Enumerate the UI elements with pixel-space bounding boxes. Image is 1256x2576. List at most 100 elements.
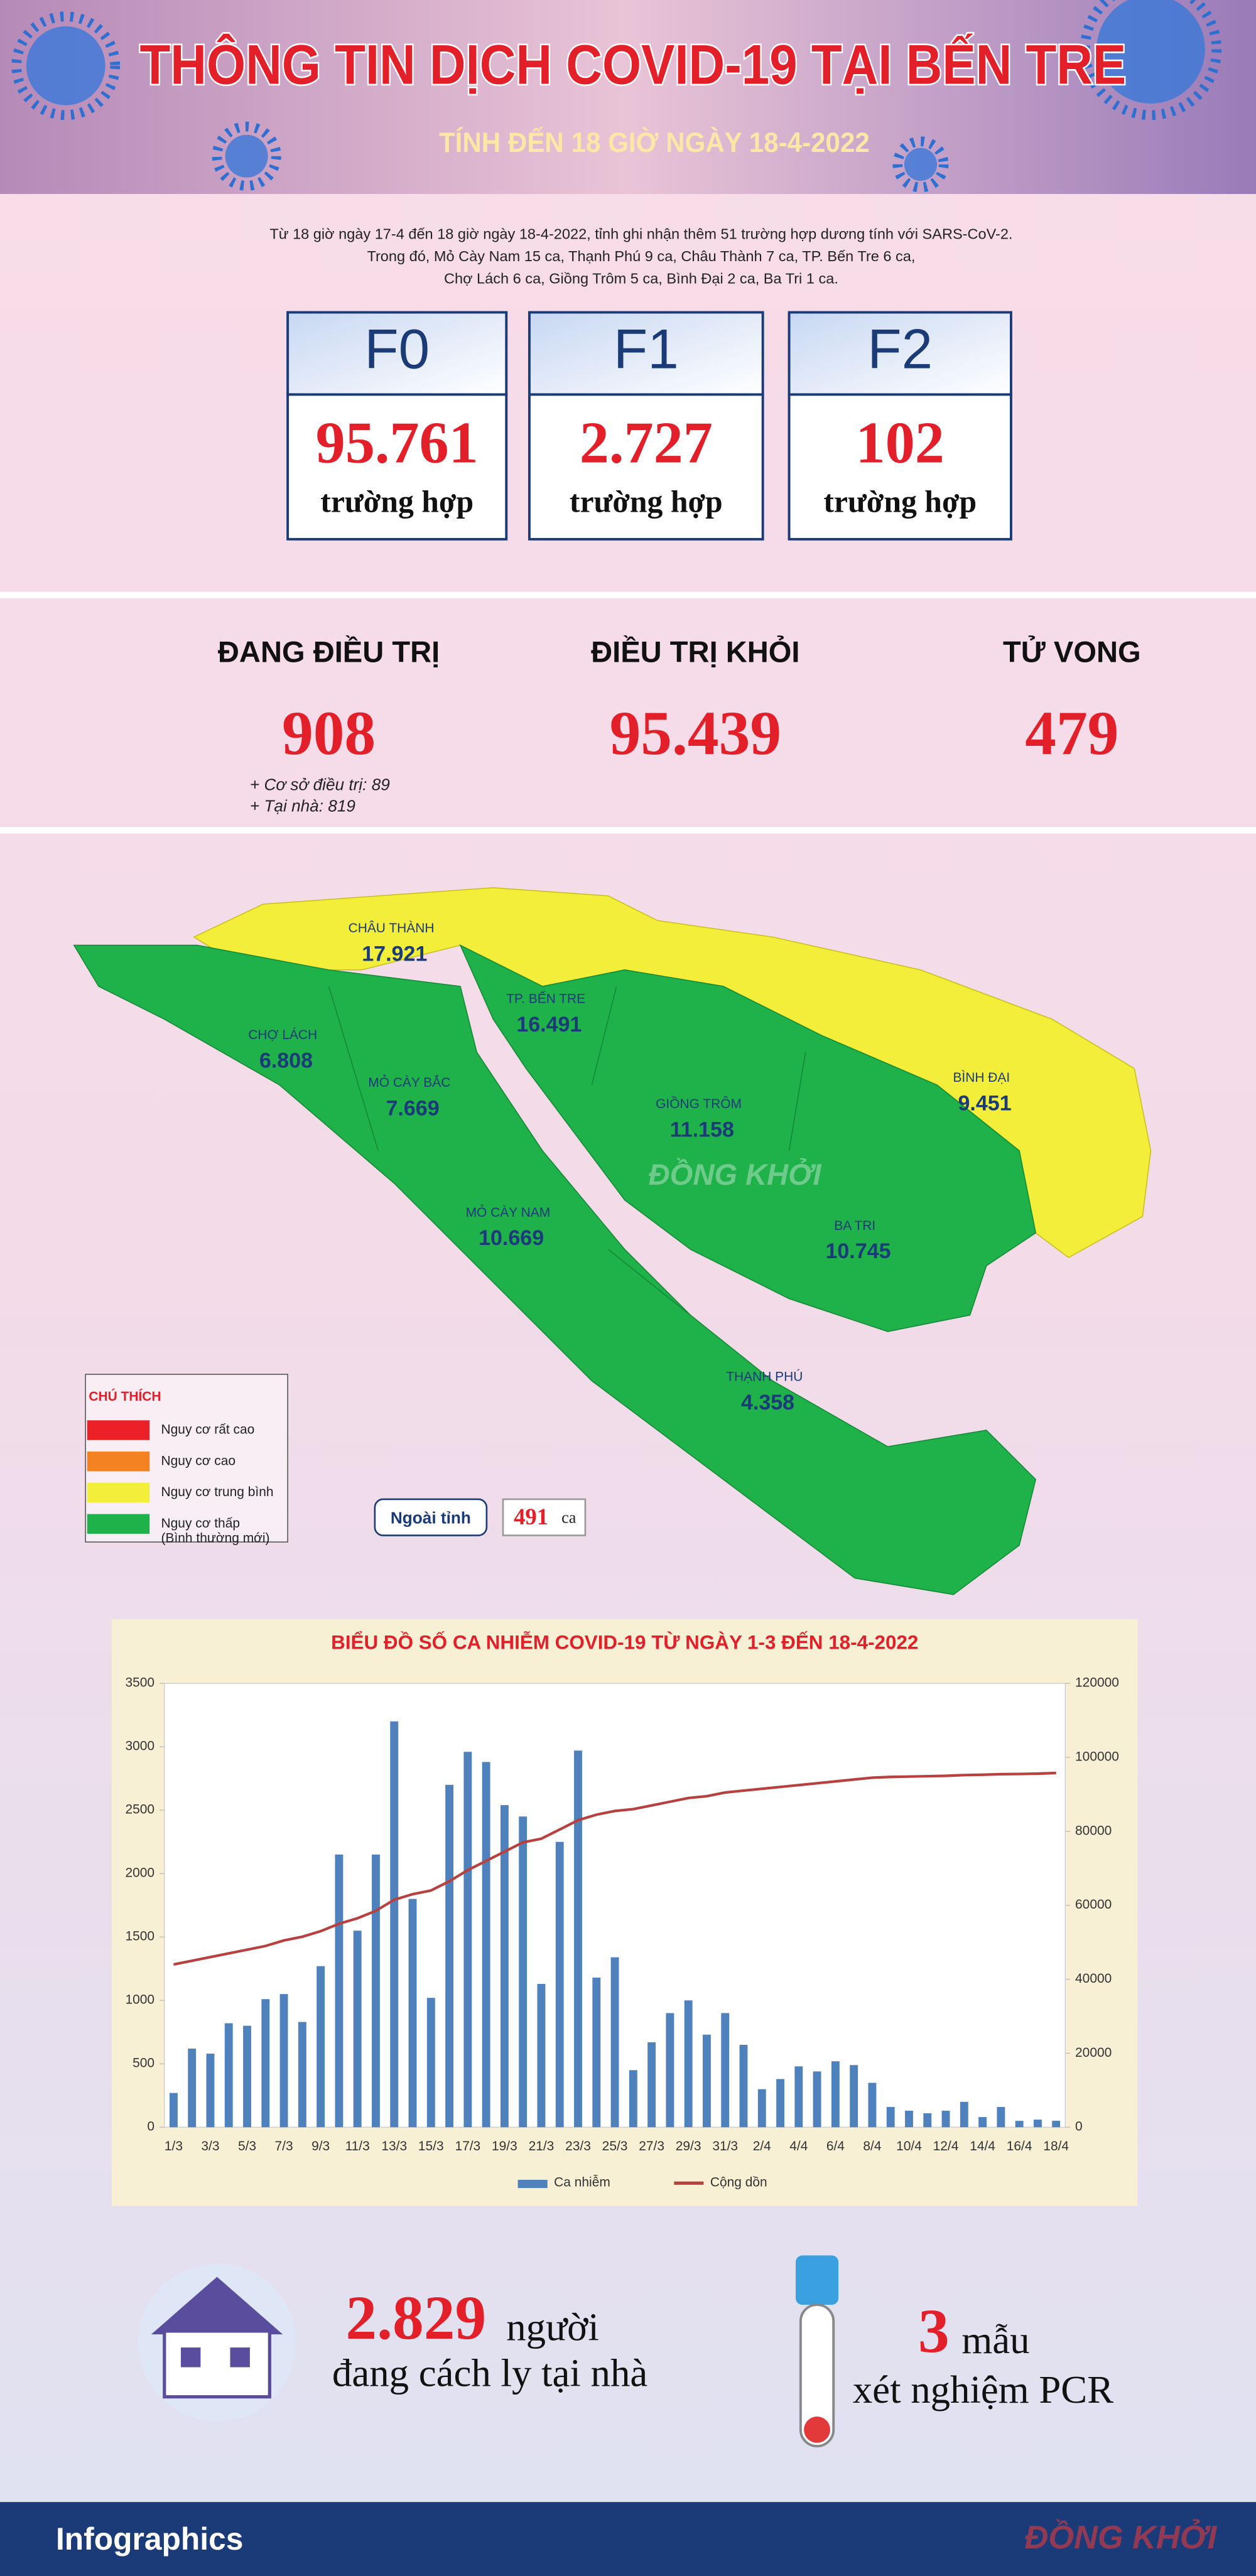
bar	[353, 1931, 362, 2128]
bar	[1033, 2120, 1042, 2128]
district-value: 11.158	[670, 1118, 734, 1141]
x-tick-label: 31/3	[712, 2139, 738, 2153]
treatment-value: 908	[282, 698, 376, 768]
isolation-text: đang cách ly tại nhà	[332, 2351, 647, 2395]
case-value: 102	[856, 410, 945, 475]
bar	[261, 1999, 270, 2128]
y2-tick-label: 40000	[1075, 1971, 1112, 1986]
bar	[831, 2061, 840, 2128]
summary-line: Chợ Lách 6 ca, Giồng Trôm 5 ca, Bình Đại…	[444, 270, 838, 286]
summary-line: Trong đó, Mỏ Cày Nam 15 ca, Thạnh Phú 9 …	[367, 248, 915, 264]
x-tick-label: 5/3	[238, 2139, 256, 2153]
bar	[794, 2066, 803, 2128]
legend-title: CHÚ THÍCH	[89, 1389, 161, 1404]
legend-label: Nguy cơ cao	[161, 1453, 236, 1468]
treatment-value: 479	[1025, 698, 1118, 768]
case-label: F0	[364, 317, 430, 380]
title: THÔNG TIN DỊCH COVID-19 TẠI BẾN TRE	[140, 33, 1127, 95]
bar	[243, 2025, 251, 2128]
legend-label: Nguy cơ trung bình	[161, 1485, 274, 1499]
x-tick-label: 15/3	[418, 2139, 444, 2153]
chart-title: BIỂU ĐỒ SỐ CA NHIỄM COVID-19 TỪ NGÀY 1-3…	[331, 1631, 918, 1654]
bar	[390, 1721, 399, 2128]
x-tick-label: 13/3	[381, 2139, 407, 2153]
y2-tick-label: 60000	[1075, 1897, 1112, 1912]
footer-label: Infographics	[56, 2521, 243, 2557]
map: CHÂU THÀNH 17.921 TP. BẾN TRE 16.491 CHỢ LÁC…	[73, 887, 1152, 1595]
treatment-label: ĐANG ĐIỀU TRỊ	[218, 635, 440, 669]
x-tick-label: 6/4	[826, 2139, 845, 2153]
x-tick-label: 10/4	[896, 2139, 922, 2153]
bar	[188, 2048, 197, 2128]
treatment-stats: ĐANG ĐIỀU TRỊ 908 + Cơ sở điều trị: 89 + Tạ…	[218, 635, 1141, 816]
legend-label: Nguy cơ thấp	[161, 1516, 240, 1531]
bar	[978, 2117, 987, 2128]
bar	[317, 1966, 325, 2128]
bar	[445, 1784, 454, 2128]
x-tick-label: 3/3	[201, 2139, 219, 2153]
y2-tick-label: 80000	[1075, 1823, 1112, 1838]
case-label: F2	[867, 317, 933, 380]
x-tick-label: 2/4	[753, 2139, 771, 2153]
x-tick-label: 25/3	[602, 2139, 628, 2153]
legend-swatch	[87, 1514, 150, 1534]
district-name: MỎ CÀY NAM	[466, 1205, 551, 1220]
bar	[610, 1957, 619, 2128]
pcr-text: xét nghiệm PCR	[853, 2368, 1113, 2412]
bar	[482, 1762, 490, 2128]
bar	[574, 1750, 582, 2128]
treatment-label: ĐIỀU TRỊ KHỎI	[591, 635, 799, 669]
bar	[850, 2065, 858, 2128]
x-tick-label: 27/3	[639, 2139, 664, 2153]
y2-tick-label: 20000	[1075, 2045, 1112, 2060]
x-tick-label: 16/4	[1007, 2139, 1032, 2153]
case-unit: trường hợp	[823, 484, 977, 519]
district-value: 10.669	[479, 1226, 544, 1250]
district-name: BÌNH ĐẠI	[953, 1070, 1010, 1085]
district-value: 6.808	[259, 1048, 313, 1072]
x-tick-label: 21/3	[529, 2139, 555, 2153]
summary: Từ 18 giờ ngày 17-4 đến 18 giờ ngày 18-4…	[269, 226, 1012, 287]
bar	[629, 2070, 637, 2128]
y-tick-label: 2000	[126, 1866, 155, 1880]
bar	[813, 2071, 821, 2128]
bar	[666, 2013, 674, 2128]
bar	[997, 2106, 1005, 2128]
x-tick-label: 11/3	[345, 2139, 370, 2153]
x-tick-label: 29/3	[676, 2139, 701, 2153]
case-value: 95.761	[316, 410, 479, 475]
footer-bar	[0, 2502, 1256, 2576]
bar	[684, 2000, 693, 2128]
case-boxes: F0 95.761 trường hợp F1 2.727 trường hợp F2 102…	[286, 311, 1012, 541]
subtitle: TÍNH ĐẾN 18 GIỜ NGÀY 18-4-2022	[439, 127, 870, 158]
bar	[757, 2089, 766, 2128]
bar	[923, 2113, 932, 2128]
isolation-value: 2.829	[345, 2283, 486, 2352]
legend-swatch	[517, 2179, 548, 2189]
case-value: 2.727	[580, 410, 713, 475]
bar	[776, 2079, 784, 2128]
outside-button	[374, 1498, 488, 1536]
y2-tick-label: 100000	[1075, 1750, 1119, 1764]
district-name: BA TRI	[834, 1219, 875, 1233]
outside-value: 491	[514, 1504, 548, 1529]
bar	[408, 1899, 417, 2128]
line	[173, 1771, 1056, 1966]
bar	[886, 2106, 895, 2128]
outside-unit: ca	[561, 1508, 577, 1526]
x-tick-label: 14/4	[970, 2139, 995, 2153]
house-icon	[138, 2263, 296, 2422]
bar	[721, 2013, 730, 2128]
x-tick-label: 18/4	[1043, 2139, 1069, 2153]
pcr-value: 3	[918, 2296, 950, 2366]
case-unit: trường hợp	[320, 484, 474, 519]
footer-brand: ĐỒNG KHỞI	[1025, 2519, 1218, 2556]
district-border	[328, 986, 806, 1316]
bar	[702, 2034, 711, 2128]
x-tick-label: 23/3	[565, 2139, 591, 2153]
region-green	[73, 944, 1037, 1595]
x-tick-label: 17/3	[455, 2139, 480, 2153]
treatment-value: 95.439	[610, 698, 782, 768]
